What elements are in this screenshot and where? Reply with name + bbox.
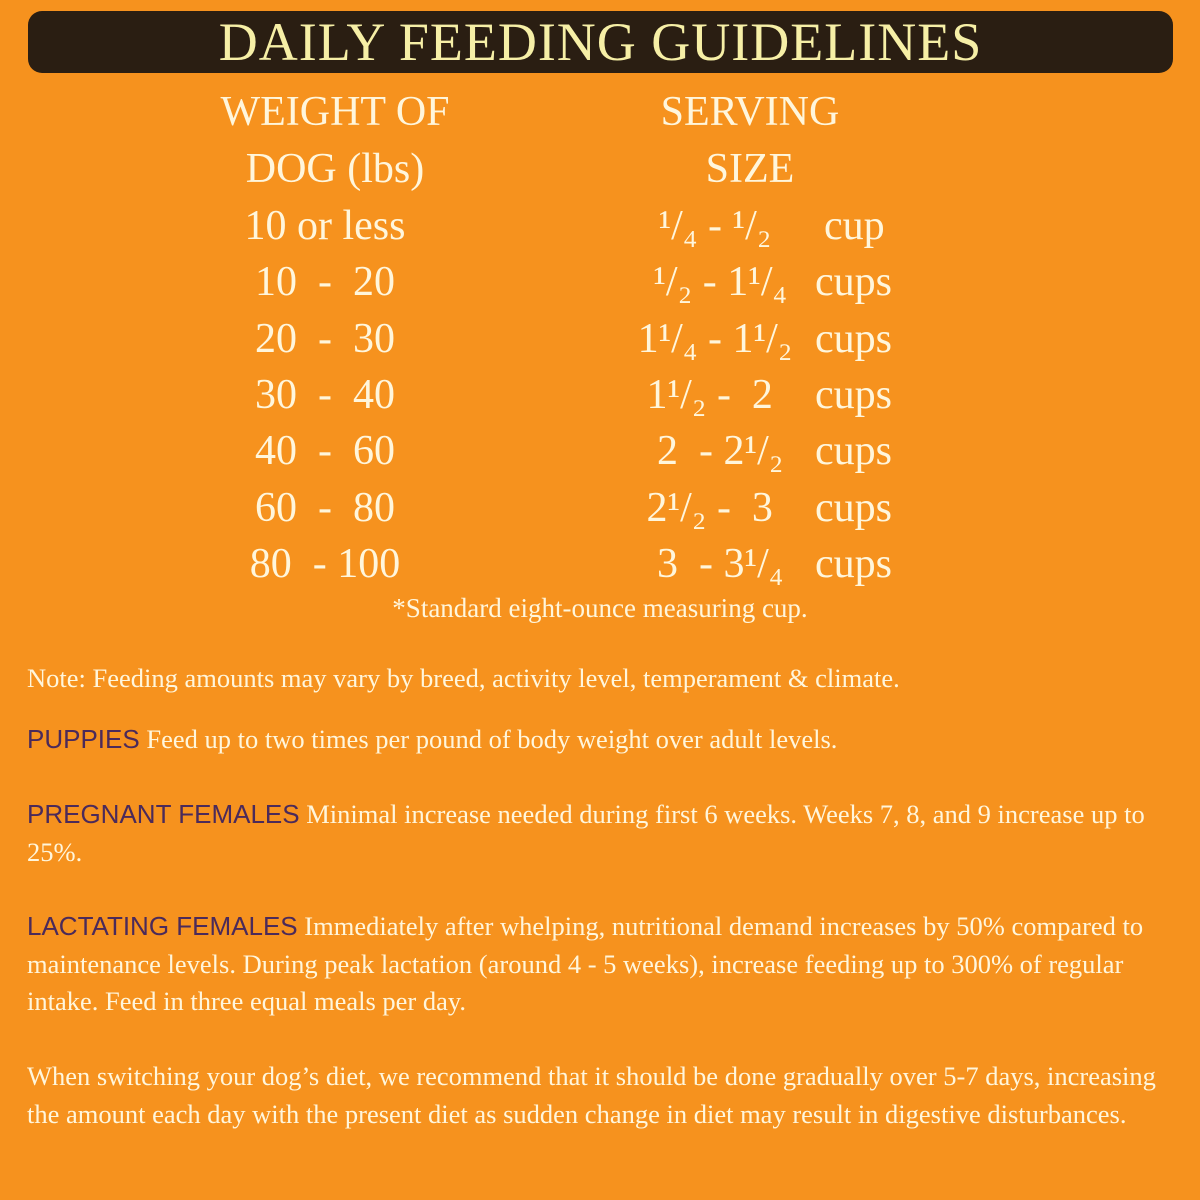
table-footnote: *Standard eight-ounce measuring cup. xyxy=(392,593,808,623)
section-text: Minimal increase needed during first 6 w… xyxy=(27,799,1145,867)
serving-cell: 2¹/₂ - 3 xyxy=(646,484,784,531)
section-label: LACTATING FEMALES xyxy=(27,911,298,941)
weight-cell: 60 - 80 xyxy=(255,484,395,531)
section-label: PUPPIES xyxy=(27,724,140,754)
table-row: 60 - 80 2¹/₂ - 3 cups xyxy=(0,479,1200,535)
table-row: 40 - 60 2 - 2¹/₂ cups xyxy=(0,423,1200,479)
section-lactating-females: LACTATING FEMALES Immediately after whel… xyxy=(27,908,1177,1021)
table-row: 80 - 100 3 - 3¹/₄ cups xyxy=(0,536,1200,592)
unit-cell: cups xyxy=(815,372,892,419)
unit-cell: cups xyxy=(815,315,892,362)
serving-cell: ¹/₂ - 1¹/₄ xyxy=(642,259,788,306)
unit-cell: cups xyxy=(815,484,892,531)
section-text: Immediately after whelping, nutritional … xyxy=(27,911,1144,1016)
serving-cell: 2 - 2¹/₂ xyxy=(646,428,784,475)
weight-column-header: WEIGHT OF DOG (lbs) xyxy=(180,84,490,198)
unit-cell: cups xyxy=(815,259,892,306)
section-pregnant-females: PREGNANT FEMALES Minimal increase needed… xyxy=(27,796,1177,871)
table-row: 10 or less ¹/₄ - ¹/₂ cup xyxy=(0,198,1200,254)
serving-header-line2: SIZE xyxy=(705,146,795,192)
table-row: 20 - 30 1¹/₄ - 1¹/₂ cups xyxy=(0,311,1200,367)
weight-header-line2: DOG (lbs) xyxy=(245,146,425,192)
section-text: Feed up to two times per pound of body w… xyxy=(146,724,838,754)
weight-cell: 40 - 60 xyxy=(255,428,395,475)
weight-cell: 80 - 100 xyxy=(249,540,401,587)
weight-cell: 20 - 30 xyxy=(255,315,395,362)
weight-header-line1: WEIGHT OF xyxy=(220,89,450,135)
closing-text: When switching your dog’s diet, we recom… xyxy=(27,1061,1156,1129)
serving-cell: 1¹/₂ - 2 xyxy=(646,372,784,419)
section-label: PREGNANT FEMALES xyxy=(27,799,300,829)
serving-header-line1: SERVING xyxy=(660,89,840,135)
section-puppies: PUPPIES Feed up to two times per pound o… xyxy=(27,721,1177,759)
title-banner: DAILY FEEDING GUIDELINES xyxy=(28,11,1173,73)
weight-cell: 30 - 40 xyxy=(255,372,395,419)
serving-column-header: SERVING SIZE xyxy=(600,84,900,198)
table-row: 30 - 40 1¹/₂ - 2 cups xyxy=(0,367,1200,423)
page-title: DAILY FEEDING GUIDELINES xyxy=(218,12,983,72)
weight-cell: 10 or less xyxy=(244,203,406,250)
weight-cell: 10 - 20 xyxy=(255,259,395,306)
table-row: 10 - 20 ¹/₂ - 1¹/₄ cups xyxy=(0,254,1200,310)
serving-cell: 3 - 3¹/₄ xyxy=(646,540,784,587)
unit-cell: cups xyxy=(815,540,892,587)
unit-cell: cup xyxy=(824,203,885,250)
feeding-table: 10 or less ¹/₄ - ¹/₂ cup 10 - 20 ¹/₂ - 1¹/… xyxy=(0,198,1200,592)
serving-cell: ¹/₄ - ¹/₂ xyxy=(658,203,772,250)
unit-cell: cups xyxy=(815,428,892,475)
serving-cell: 1¹/₄ - 1¹/₂ xyxy=(637,315,793,362)
note-text: Note: Feeding amounts may vary by breed,… xyxy=(27,663,900,693)
